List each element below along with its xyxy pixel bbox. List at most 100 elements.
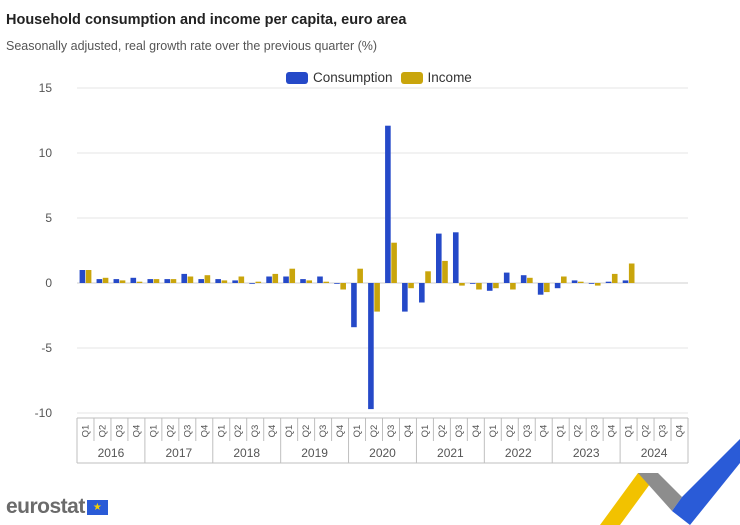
bar-consumption-2020-Q1: [351, 283, 357, 328]
bar-consumption-2019-Q1: [283, 276, 289, 283]
bar-consumption-2016-Q2: [96, 279, 103, 283]
bar-consumption-2017-Q4: [198, 279, 204, 283]
x-tick-label-quarter: Q1: [216, 425, 227, 438]
bar-income-2021-Q3: [459, 283, 465, 286]
bar-income-2016-Q1: [85, 270, 92, 283]
legend-swatch-consumption: [286, 71, 308, 84]
x-tick-label-quarter: Q2: [573, 425, 584, 438]
x-tick-label-year: 2017: [165, 446, 192, 460]
x-tick-label-quarter: Q2: [233, 425, 244, 438]
x-tick-label-quarter: Q3: [590, 425, 601, 438]
x-tick-label-year: 2016: [98, 446, 125, 460]
bar-consumption-2020-Q4: [402, 283, 408, 312]
bar-consumption-2021-Q4: [469, 283, 476, 284]
bar-consumption-2018-Q3: [249, 283, 255, 284]
x-tick-label-year: 2023: [573, 446, 600, 460]
bar-income-2019-Q3: [323, 281, 329, 283]
bar-income-2016-Q3: [119, 280, 126, 283]
bar-income-2022-Q4: [544, 283, 550, 293]
bar-income-2020-Q1: [357, 268, 363, 283]
legend-label-consumption: Consumption: [313, 70, 393, 85]
x-tick-label-quarter: Q1: [556, 425, 567, 438]
bar-income-2019-Q1: [289, 268, 296, 283]
chart-legend: Consumption Income: [286, 70, 480, 85]
bar-consumption-2017-Q2: [164, 279, 171, 283]
legend-swatch-income: [400, 71, 423, 84]
y-tick-label: 15: [39, 81, 53, 95]
y-tick-label: -10: [35, 406, 53, 420]
bar-income-2023-Q2: [577, 281, 584, 283]
x-tick-label-year: 2022: [505, 446, 532, 460]
bar-consumption-2021-Q1: [419, 283, 425, 303]
x-tick-label-quarter: Q3: [386, 425, 397, 438]
x-tick-label-quarter: Q2: [641, 425, 652, 438]
bar-consumption-2023-Q1: [554, 283, 561, 289]
bar-income-2019-Q2: [306, 280, 313, 283]
chart-subtitle: Seasonally adjusted, real growth rate ov…: [6, 39, 378, 53]
x-tick-label-quarter: Q4: [267, 425, 278, 438]
bar-income-2020-Q2: [374, 283, 380, 312]
x-tick-label-year: 2021: [437, 446, 464, 460]
bar-consumption-2018-Q1: [215, 279, 221, 283]
bar-consumption-2017-Q3: [181, 273, 188, 283]
x-tick-label-quarter: Q2: [301, 425, 312, 438]
bar-income-2018-Q1: [221, 280, 228, 283]
bar-consumption-2023-Q2: [571, 280, 578, 283]
bar-income-2017-Q2: [170, 279, 177, 283]
bar-consumption-2020-Q3: [385, 125, 391, 283]
bar-income-2023-Q4: [611, 273, 618, 283]
y-tick-label: 0: [45, 276, 52, 290]
bar-income-2019-Q4: [340, 283, 346, 290]
bar-consumption-2019-Q3: [317, 276, 323, 283]
x-tick-label-quarter: Q4: [607, 425, 618, 438]
x-tick-label-quarter: Q1: [352, 425, 363, 438]
bar-income-2020-Q4: [408, 283, 414, 289]
x-tick-label-quarter: Q4: [471, 425, 482, 438]
x-tick-label-quarter: Q3: [522, 425, 533, 438]
bar-consumption-2023-Q3: [588, 283, 595, 284]
bar-income-2016-Q2: [102, 277, 109, 283]
x-tick-label-quarter: Q4: [539, 425, 550, 438]
x-tick-label-quarter: Q1: [80, 425, 91, 438]
x-tick-label-quarter: Q1: [420, 425, 431, 438]
x-tick-label-year: 2019: [301, 446, 328, 460]
legend-item-income[interactable]: Income: [400, 70, 472, 85]
x-tick-label-quarter: Q3: [250, 425, 261, 438]
bar-consumption-2022-Q4: [537, 283, 544, 295]
bar-income-2018-Q3: [255, 281, 262, 283]
x-tick-label-quarter: Q3: [182, 425, 193, 438]
bar-consumption-2019-Q4: [334, 283, 340, 284]
x-tick-label-year: 2018: [233, 446, 260, 460]
bar-income-2021-Q4: [476, 283, 482, 290]
x-tick-label-quarter: Q4: [131, 425, 142, 438]
bar-consumption-2019-Q2: [300, 279, 306, 283]
bar-consumption-2016-Q1: [79, 270, 86, 283]
eurostat-logo: eurostat ★: [6, 495, 108, 519]
bar-income-2017-Q3: [187, 276, 194, 283]
x-tick-label-quarter: Q4: [403, 425, 414, 438]
bar-income-2016-Q4: [136, 281, 143, 283]
x-tick-label-quarter: Q3: [318, 425, 329, 438]
bar-income-2022-Q1: [493, 283, 499, 289]
x-tick-label-quarter: Q3: [454, 425, 465, 438]
bar-income-2017-Q1: [153, 279, 160, 283]
bar-consumption-2023-Q4: [605, 281, 612, 283]
y-tick-label: 5: [45, 211, 52, 225]
bar-income-2018-Q4: [272, 273, 279, 283]
bar-consumption-2022-Q2: [503, 272, 510, 283]
x-tick-label-quarter: Q2: [369, 425, 380, 438]
x-tick-label-quarter: Q2: [97, 425, 108, 438]
x-tick-label-quarter: Q3: [658, 425, 669, 438]
bar-consumption-2017-Q1: [147, 279, 154, 283]
bar-consumption-2021-Q3: [452, 232, 459, 283]
bar-income-2021-Q1: [425, 271, 431, 283]
x-tick-label-quarter: Q2: [165, 425, 176, 438]
x-tick-label-quarter: Q2: [505, 425, 516, 438]
y-tick-label: -5: [41, 341, 52, 355]
bar-income-2023-Q3: [594, 283, 601, 286]
chart-title: Household consumption and income per cap…: [6, 12, 407, 28]
legend-label-income: Income: [427, 70, 472, 85]
bar-income-2018-Q2: [238, 276, 245, 283]
legend-item-consumption[interactable]: Consumption: [286, 70, 393, 85]
